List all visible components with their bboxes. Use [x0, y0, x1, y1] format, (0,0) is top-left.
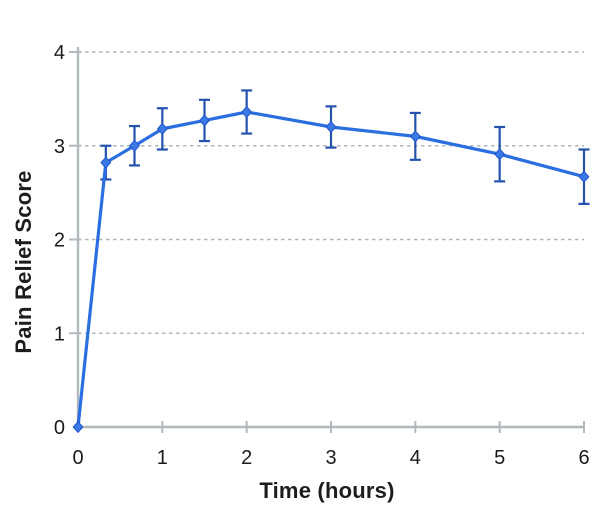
data-point-marker	[129, 139, 140, 152]
series-line	[76, 110, 586, 429]
x-tick-label: 1	[157, 447, 168, 469]
x-tick-label: 0	[72, 447, 83, 469]
tick-labels-layer: 0 1 2 3 4 0 1 2 3 4 5 6	[54, 42, 590, 469]
gridlines-layer	[78, 51, 584, 334]
y-tick-label: 3	[54, 136, 65, 158]
y-axis-title: Pain Relief Score	[11, 170, 36, 353]
x-tick-label: 2	[241, 447, 252, 469]
x-tick-label: 4	[410, 447, 421, 469]
axis-ticks-layer	[69, 51, 585, 433]
x-tick-label: 5	[494, 447, 505, 469]
x-tick-label: 3	[325, 447, 336, 469]
y-tick-label: 1	[54, 323, 65, 345]
data-point-marker	[409, 130, 421, 143]
data-point-marker	[325, 120, 337, 134]
data-point-marker	[199, 114, 210, 127]
y-tick-label: 2	[54, 230, 65, 252]
x-tick-label: 6	[578, 447, 589, 469]
data-point-marker	[100, 156, 112, 169]
data-point-marker	[156, 122, 168, 136]
data-series-layer	[72, 89, 590, 434]
data-point-marker	[578, 170, 590, 183]
axes-layer	[76, 47, 585, 429]
y-tick-label: 0	[54, 417, 65, 439]
data-point-marker	[241, 105, 253, 119]
data-point-marker	[494, 148, 506, 161]
x-axis-title: Time (hours)	[259, 478, 394, 503]
y-tick-label: 4	[54, 42, 65, 64]
data-point-marker	[72, 420, 84, 434]
